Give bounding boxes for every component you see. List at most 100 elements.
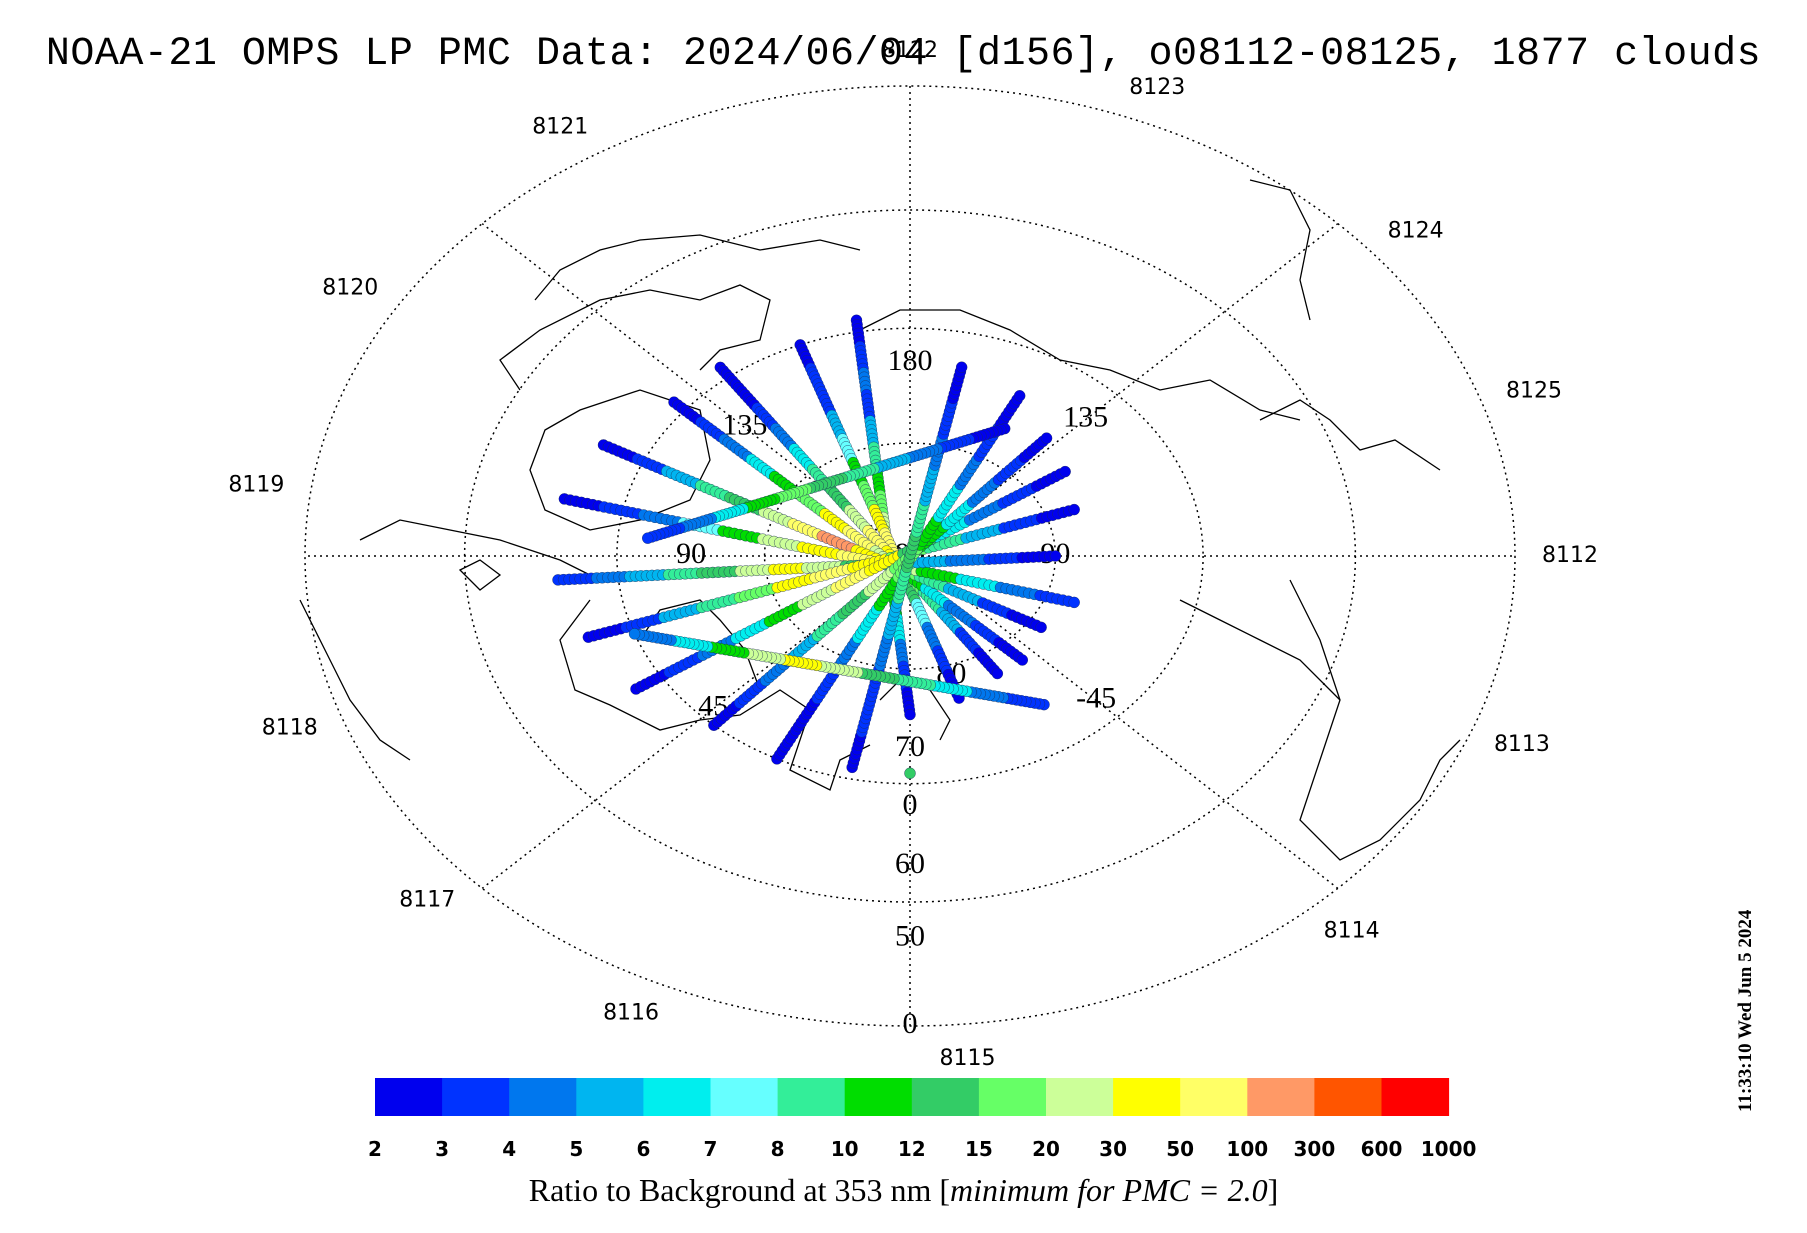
colorbar-tick: 10	[831, 1137, 859, 1161]
track-o08122	[771, 390, 1026, 765]
orbit-label-8120: 8120	[322, 275, 378, 300]
grid-label: 180	[888, 344, 933, 377]
colorbar-swatch	[1314, 1078, 1382, 1116]
lat-circle-70	[616, 327, 1204, 785]
orbit-label-8115: 8115	[940, 1046, 996, 1071]
pmc-point	[1049, 550, 1062, 562]
coastlines	[299, 179, 1461, 861]
track-o08114	[714, 361, 1004, 680]
coastline-hudson	[359, 519, 601, 581]
grid-label: 60	[895, 847, 925, 880]
coastline-china	[1289, 579, 1461, 861]
pmc-point	[642, 532, 654, 544]
colorbar-tick: 4	[502, 1137, 516, 1161]
pmc-point	[1040, 432, 1053, 444]
colorbar-tick: 5	[569, 1137, 583, 1161]
pmc-point-isolated	[904, 767, 916, 779]
colorbar-tick: 7	[704, 1137, 718, 1161]
colorbar-tick: 1000	[1421, 1137, 1477, 1161]
orbit-labels: 8112 8113 8114 8115 8116 8117 8118 8119 8120 8121…	[228, 38, 1598, 1071]
pmc-point	[1068, 503, 1080, 516]
grid-label: -45	[1076, 682, 1116, 715]
grid-label: 70	[895, 730, 925, 763]
pmc-point	[991, 667, 1004, 680]
colorbar-tick: 6	[636, 1137, 650, 1161]
colorbar-swatch	[1046, 1078, 1114, 1116]
colorbar-swatch	[911, 1078, 980, 1116]
chart-title: NOAA-21 OMPS LP PMC Data: 2024/06/04 [d1…	[45, 32, 1762, 77]
pmc-point	[1013, 390, 1026, 402]
colorbar-tick: 300	[1294, 1137, 1336, 1161]
orbit-label-8113: 8113	[1494, 732, 1550, 757]
colorbar-swatch	[1180, 1078, 1248, 1116]
timestamp: 11:33:10 Wed Jun 5 2024	[1735, 909, 1756, 1112]
pmc-point	[1016, 654, 1028, 666]
coastline-canada	[499, 284, 771, 391]
coastline-northeast-asia	[1179, 599, 1341, 701]
colorbar-tick: 2	[368, 1137, 382, 1161]
coastline-kamchatka	[1259, 399, 1441, 471]
colorbar-tick: 3	[435, 1137, 449, 1161]
colorbar-swatch	[1381, 1078, 1450, 1116]
orbit-label-8117: 8117	[399, 887, 455, 912]
colorbar-tick-labels: 2 3 4 5 6 7 8 10 12 15 20 30 50 100 300 600 1000	[368, 1137, 1476, 1161]
colorbar-tick: 8	[771, 1137, 785, 1161]
orbit-label-8125: 8125	[1506, 379, 1562, 404]
track-o08125	[642, 422, 1011, 544]
coastline-pacific	[1249, 179, 1311, 321]
orbit-label-8112: 8112	[1542, 543, 1598, 568]
orbit-label-8123: 8123	[1129, 75, 1185, 100]
pmc-point	[1059, 465, 1071, 478]
orbit-label-8116: 8116	[603, 1001, 659, 1026]
orbit-label-8118: 8118	[262, 716, 318, 741]
colorbar-label: Ratio to Background at 353 nm [minimum f…	[0, 1172, 1807, 1209]
colorbar-swatch	[777, 1078, 846, 1116]
colorbar-swatch	[442, 1078, 510, 1116]
colorbar-swatch	[978, 1078, 1047, 1116]
coastline-alaska	[534, 234, 861, 301]
grid-label: 90	[676, 537, 706, 570]
pmc-point	[1035, 621, 1047, 634]
colorbar-label-bracket-close: ]	[1267, 1172, 1279, 1208]
colorbar-tick: 30	[1099, 1137, 1127, 1161]
coastline-iceland	[458, 559, 502, 591]
colorbar-tick: 100	[1226, 1137, 1268, 1161]
colorbar-swatch	[576, 1078, 644, 1116]
colorbar-swatch	[844, 1078, 913, 1116]
colorbar-label-italic: minimum for PMC = 2.0	[950, 1172, 1268, 1208]
pmc-point	[628, 628, 641, 640]
colorbar-swatch	[1247, 1078, 1315, 1116]
colorbar-tick: 20	[1032, 1137, 1060, 1161]
colorbar-swatch	[1113, 1078, 1181, 1116]
pmc-point	[904, 708, 916, 721]
track-o08117	[558, 493, 1080, 609]
grid-label: 50	[895, 919, 925, 952]
colorbar-swatch	[375, 1078, 443, 1116]
orbit-label-8124: 8124	[1388, 218, 1444, 243]
colorbar-swatches	[375, 1078, 1450, 1116]
coastline-siberia	[859, 309, 1301, 421]
colorbar-tick: 12	[898, 1137, 926, 1161]
grid-label: 135	[1063, 400, 1108, 433]
coastline-labrador	[299, 599, 411, 761]
orbit-label-8114: 8114	[1324, 918, 1380, 943]
pmc-tracks	[552, 314, 1080, 779]
colorbar-swatch	[509, 1078, 577, 1116]
track-o08123	[846, 361, 968, 774]
lon-spoke-315	[909, 555, 1339, 889]
colorbar-label-bracket-open: [	[939, 1172, 950, 1208]
coastline-europe	[559, 599, 871, 791]
pmc-point	[1068, 596, 1080, 609]
track-o08112	[850, 314, 916, 721]
colorbar-tick: 50	[1166, 1137, 1194, 1161]
orbit-label-8122: 8122	[882, 38, 938, 63]
orbit-label-8119: 8119	[228, 473, 284, 498]
grid-label: 0	[903, 1007, 918, 1040]
colorbar-tick: 600	[1361, 1137, 1403, 1161]
coastline-greenland	[529, 389, 711, 531]
colorbar-tick: 15	[965, 1137, 993, 1161]
colorbar-swatch	[710, 1078, 779, 1116]
colorbar-label-main: Ratio to Background at 353 nm	[528, 1172, 932, 1208]
